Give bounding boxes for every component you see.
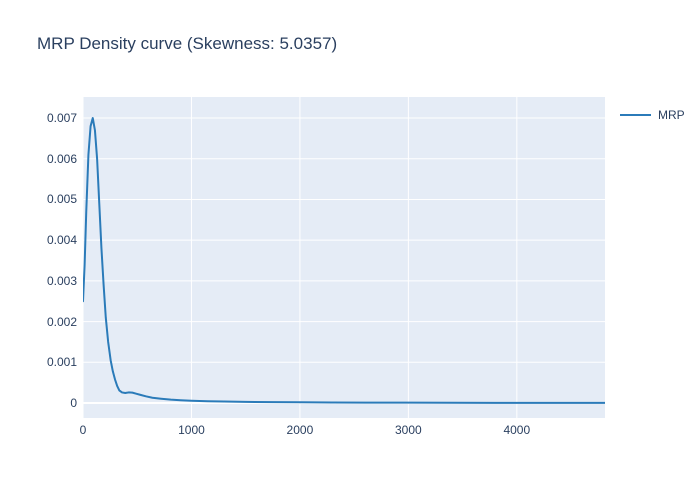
x-tick-2000: 2000 (286, 423, 314, 437)
y-tick-0.001: 0.001 (46, 355, 77, 370)
density-curve-plot (83, 97, 605, 418)
density-curve-mrp (83, 117, 605, 404)
chart-title: MRP Density curve (Skewness: 5.0357) (37, 34, 338, 53)
y-tick-0.005: 0.005 (46, 192, 77, 207)
legend-label: MRP (658, 108, 685, 122)
legend-item-mrp[interactable]: MRP (620, 108, 685, 122)
legend-line-swatch (620, 114, 651, 116)
x-tick-0: 0 (79, 423, 87, 437)
plot-area[interactable] (83, 97, 605, 418)
y-tick-0.004: 0.004 (46, 233, 77, 248)
x-tick-1000: 1000 (178, 423, 205, 437)
y-tick-0: 0 (70, 396, 77, 411)
y-tick-0.006: 0.006 (46, 151, 77, 166)
y-tick-0.003: 0.003 (46, 273, 77, 288)
x-tick-4000: 4000 (503, 423, 531, 437)
y-tick-0.002: 0.002 (46, 314, 77, 329)
y-tick-0.007: 0.007 (46, 111, 77, 126)
x-tick-3000: 3000 (395, 423, 422, 437)
